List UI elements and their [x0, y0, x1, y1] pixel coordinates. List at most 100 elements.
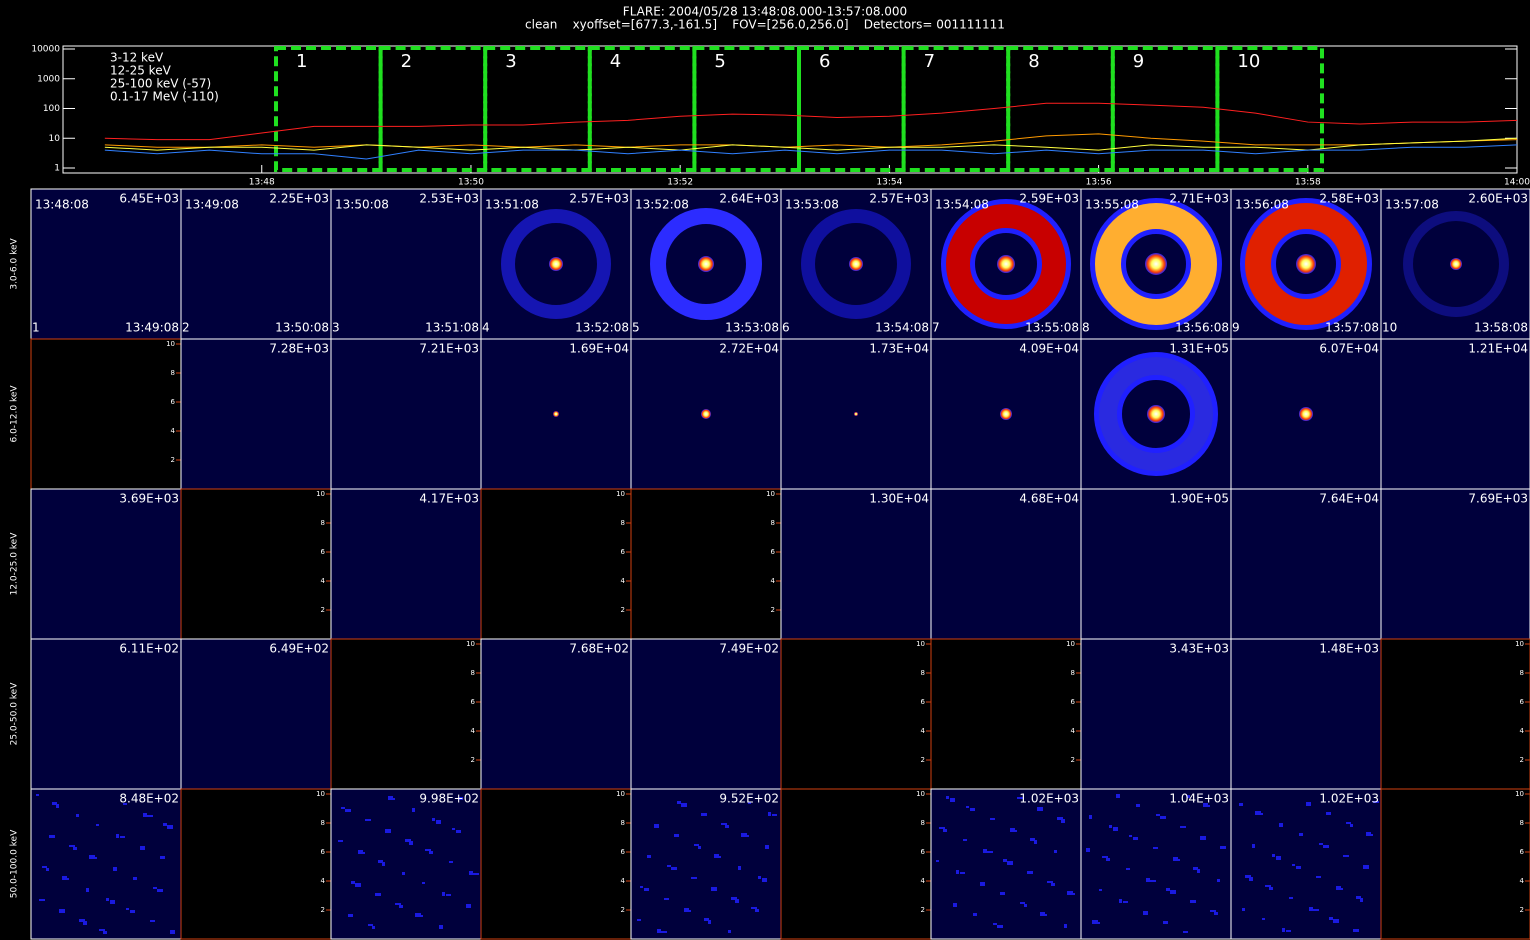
image-noise [157, 889, 163, 892]
image-noise [446, 894, 451, 896]
image-noise [1336, 886, 1341, 890]
energy-band-label: 3.0-6.0 keV [10, 238, 20, 290]
image-cell [180, 788, 332, 940]
interval-label: 9 [1133, 51, 1144, 72]
axis-tick-label: 2 [171, 456, 175, 464]
image-noise [99, 929, 105, 931]
axis-tick-label: 4 [921, 877, 926, 885]
image-ring [501, 209, 611, 319]
y-tick-label: 1 [54, 164, 60, 174]
image-noise [375, 893, 381, 896]
axis-tick-label: 10 [1066, 640, 1075, 648]
image-ring [1403, 211, 1509, 317]
image-noise [772, 814, 777, 816]
image-noise [150, 920, 155, 922]
image-source [1145, 253, 1167, 275]
axis-tick-label: 4 [621, 877, 626, 885]
image-noise [983, 849, 987, 853]
image-noise [1210, 910, 1216, 912]
image-cell [1230, 488, 1382, 640]
axis-tick-label: 2 [771, 606, 775, 614]
image-noise [1163, 921, 1168, 924]
image-noise [1156, 814, 1160, 816]
axis-tick-label: 4 [921, 727, 926, 735]
image-noise [751, 907, 757, 909]
axis-tick-label: 4 [621, 577, 626, 585]
image-noise [1034, 840, 1037, 844]
image-noise [160, 856, 165, 859]
image-noise [1279, 823, 1283, 827]
image-noise [1000, 892, 1005, 895]
axis-tick-label: 4 [1520, 727, 1525, 735]
axis-tick-label: 8 [621, 519, 625, 527]
image-noise [1040, 912, 1045, 916]
axis-tick-label: 6 [621, 548, 626, 556]
image-noise [429, 851, 433, 854]
image-noise [1027, 871, 1033, 874]
image-noise [1190, 900, 1196, 903]
image-noise [1373, 801, 1379, 803]
image-noise [345, 809, 351, 812]
x-tick-label: 14:00 [1504, 178, 1530, 188]
axis-tick-label: 4 [321, 577, 326, 585]
start-time: 13:57:08 [1385, 198, 1439, 212]
axis-tick-label: 4 [1520, 877, 1525, 885]
peak-label: 6.45E+03 [119, 192, 179, 206]
image-noise [140, 846, 145, 850]
image-noise [385, 829, 391, 833]
image-noise [147, 815, 153, 817]
image-noise [1010, 828, 1015, 832]
image-noise [459, 797, 463, 800]
x-tick-label: 13:54 [876, 178, 902, 188]
image-noise [56, 804, 59, 808]
image-cell [180, 188, 332, 340]
legend-entry: 25-100 keV (-57) [110, 77, 211, 91]
image-cell [1230, 638, 1382, 790]
subtitle: clean xyoffset=[677.3,-161.5] FOV=[256.0… [525, 18, 1005, 32]
image-noise [110, 900, 115, 904]
image-noise [106, 898, 109, 901]
image-noise [721, 823, 727, 825]
image-source [701, 409, 711, 419]
y-tick-label: 100 [43, 104, 60, 114]
image-noise [89, 855, 95, 859]
cell-index: 1 [32, 321, 40, 335]
image-noise [351, 881, 355, 884]
image-noise [1030, 838, 1035, 841]
x-tick-label: 13:56 [1086, 178, 1112, 188]
image-noise [1102, 856, 1108, 858]
end-time: 13:52:08 [575, 321, 629, 335]
image-noise [1067, 891, 1073, 895]
cell-index: 5 [632, 321, 640, 335]
image-noise [950, 798, 955, 802]
image-noise [963, 839, 967, 841]
image-noise [1092, 920, 1098, 924]
image-noise [62, 876, 67, 880]
peak-label: 2.53E+03 [419, 192, 479, 206]
image-noise [698, 846, 701, 849]
image-noise [1177, 859, 1180, 861]
image-noise [1003, 859, 1007, 862]
start-time: 13:50:08 [335, 198, 389, 212]
image-noise [365, 819, 371, 821]
image-noise [86, 888, 89, 892]
axis-tick-label: 10 [466, 640, 475, 648]
image-noise [1064, 924, 1067, 928]
image-noise [402, 872, 405, 875]
image-noise [399, 905, 403, 908]
peak-label: 1.73E+04 [869, 342, 929, 356]
peak-label: 1.21E+04 [1468, 342, 1528, 356]
axis-tick-label: 6 [321, 848, 326, 856]
image-noise [1047, 881, 1053, 883]
image-cell [1380, 488, 1530, 640]
axis-tick-label: 2 [1520, 756, 1524, 764]
image-noise [1123, 901, 1128, 903]
axis-tick-label: 6 [321, 548, 326, 556]
image-ring [946, 204, 1066, 324]
image-noise [422, 882, 425, 884]
axis-tick-label: 10 [616, 790, 625, 798]
image-source [698, 256, 714, 272]
image-noise [1160, 816, 1166, 819]
peak-label: 1.02E+03 [1319, 792, 1379, 806]
